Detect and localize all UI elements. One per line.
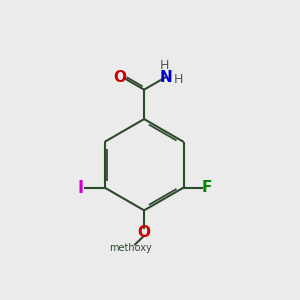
Text: H: H (174, 74, 183, 86)
Text: F: F (202, 180, 212, 195)
Text: O: O (138, 225, 151, 240)
Text: N: N (160, 70, 173, 85)
Text: H: H (160, 59, 169, 72)
Text: O: O (113, 70, 126, 85)
Text: I: I (78, 178, 84, 196)
Text: methoxy: methoxy (109, 243, 152, 253)
